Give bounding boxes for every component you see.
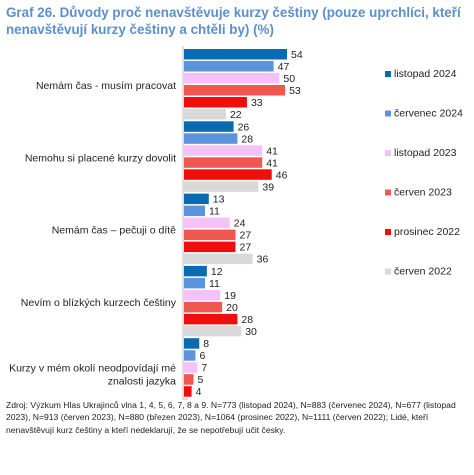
data-label: 12 bbox=[211, 266, 223, 278]
bar bbox=[184, 193, 209, 205]
bar bbox=[184, 61, 274, 72]
bar bbox=[184, 217, 230, 229]
bar bbox=[184, 73, 280, 84]
bar bbox=[184, 241, 236, 253]
source-note: Zdroj: Výzkum Hlas Ukrajinců vlna 1, 4, … bbox=[6, 400, 456, 435]
legend-label: červen 2022 bbox=[394, 266, 452, 278]
data-label: 53 bbox=[289, 85, 301, 97]
category-label: Kurzy v mém okolí neodpovídají mé znalost… bbox=[9, 363, 176, 388]
bar bbox=[184, 169, 272, 180]
data-label: 19 bbox=[224, 290, 236, 302]
category-label: Nemohu si placené kurzy dovolit bbox=[25, 152, 176, 164]
data-label: 11 bbox=[209, 206, 220, 218]
data-label: 27 bbox=[240, 230, 252, 242]
bar bbox=[184, 289, 221, 301]
bar bbox=[184, 301, 223, 313]
data-label: 5 bbox=[198, 374, 204, 386]
bar bbox=[184, 205, 205, 217]
legend-label: červenec 2024 bbox=[394, 108, 463, 120]
legend-swatch bbox=[385, 189, 391, 196]
bar bbox=[184, 374, 194, 385]
data-label: 50 bbox=[283, 73, 295, 85]
bar bbox=[184, 49, 287, 60]
legend-swatch bbox=[385, 268, 391, 275]
data-label: 22 bbox=[230, 109, 242, 121]
data-label: 20 bbox=[226, 302, 238, 314]
bar bbox=[184, 121, 234, 132]
bar bbox=[184, 325, 242, 337]
data-label: 13 bbox=[213, 194, 225, 206]
bar bbox=[184, 338, 200, 349]
bar bbox=[184, 253, 253, 265]
data-label: 7 bbox=[201, 362, 207, 374]
category-label: Nevím o blízkých kurzech češtiny bbox=[21, 297, 177, 309]
bar bbox=[184, 398, 188, 400]
data-label: 4 bbox=[196, 386, 202, 398]
bar bbox=[184, 313, 238, 325]
bar bbox=[184, 157, 263, 168]
legend-swatch bbox=[385, 110, 391, 117]
bar bbox=[184, 97, 247, 108]
data-label: 28 bbox=[241, 314, 253, 326]
legend-swatch bbox=[385, 229, 391, 235]
bar bbox=[184, 350, 196, 361]
bar bbox=[184, 362, 198, 373]
data-label: 28 bbox=[241, 133, 253, 145]
chart-title: Graf 26. Důvody proč nenavštěvuje kurzy … bbox=[6, 5, 461, 37]
legend-label: listopad 2024 bbox=[394, 68, 457, 80]
legend-swatch bbox=[385, 71, 391, 77]
category-label: Nemám čas - musím pracovat bbox=[36, 80, 176, 92]
legend-label: červen 2023 bbox=[394, 187, 452, 199]
legend-label: prosinec 2022 bbox=[394, 226, 460, 238]
bar bbox=[184, 277, 205, 289]
data-label: 8 bbox=[203, 338, 209, 350]
data-label: 24 bbox=[234, 218, 246, 230]
data-label: 39 bbox=[262, 181, 274, 193]
data-label: 36 bbox=[257, 254, 269, 266]
data-label: 11 bbox=[209, 278, 220, 290]
data-label: 27 bbox=[240, 242, 252, 254]
data-label: 41 bbox=[266, 157, 278, 169]
legend-swatch bbox=[385, 150, 391, 156]
data-label: 46 bbox=[276, 169, 288, 181]
data-label: 41 bbox=[266, 145, 278, 157]
legend-label: listopad 2023 bbox=[394, 147, 457, 159]
bar-chart: Nemám čas - musím pracovat544750533322Ne… bbox=[9, 46, 463, 400]
bar bbox=[184, 85, 286, 96]
data-label: 33 bbox=[251, 97, 263, 109]
bar bbox=[184, 133, 238, 144]
data-label: 47 bbox=[278, 61, 290, 73]
bar bbox=[184, 265, 207, 277]
bar bbox=[184, 386, 192, 397]
category-label: Nemám čas – pečuji o dítě bbox=[52, 225, 176, 237]
bar bbox=[184, 181, 259, 192]
data-label: 6 bbox=[199, 350, 205, 362]
bar bbox=[184, 229, 236, 241]
bar bbox=[184, 109, 226, 120]
data-label: 2 bbox=[192, 398, 198, 400]
data-label: 26 bbox=[238, 121, 250, 133]
data-label: 30 bbox=[245, 326, 257, 338]
bar bbox=[184, 145, 263, 156]
data-label: 54 bbox=[291, 49, 303, 61]
